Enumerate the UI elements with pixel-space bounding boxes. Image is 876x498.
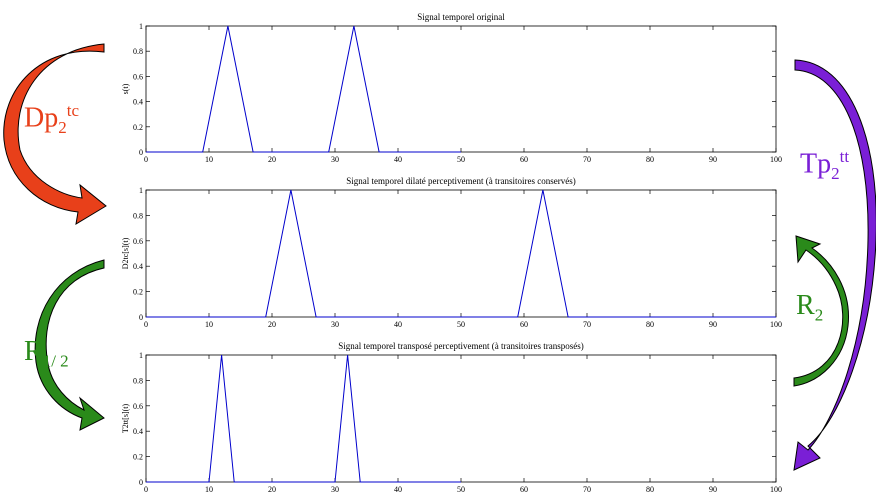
x-tick-label: 40 (394, 155, 402, 164)
dp-label-base: Dp (24, 102, 59, 134)
tp-label-base: Tp (800, 148, 832, 180)
x-tick-label: 20 (268, 320, 276, 329)
y-tick-label: 1 (139, 22, 143, 31)
x-tick-label: 90 (709, 485, 717, 494)
tp-transform-label: Tp2tt (800, 148, 849, 182)
y-tick-label: 0.8 (133, 376, 143, 385)
chart-title: Signal temporel transposé perceptivement… (338, 341, 583, 351)
r2-label-base: R (796, 290, 815, 321)
y-tick-label: 0 (139, 148, 143, 157)
y-tick-label: 0.8 (133, 47, 143, 56)
x-tick-label: 100 (770, 485, 782, 494)
y-tick-label: 0 (139, 313, 143, 322)
x-tick-label: 70 (583, 155, 591, 164)
chart-title: Signal temporel dilaté perceptivement (à… (346, 176, 575, 186)
tp-label-sup: tt (839, 147, 850, 166)
r2-label-sub: 2 (814, 305, 824, 325)
dp-label-sup: tc (66, 101, 80, 120)
x-tick-label: 60 (520, 155, 528, 164)
r12-transform-label: R1/ 2 (24, 338, 69, 370)
x-tick-label: 50 (457, 485, 465, 494)
y-tick-label: 0.4 (133, 427, 143, 436)
plot-frame (145, 189, 777, 318)
r12-label-base: R (24, 336, 43, 367)
y-tick-label: 0.2 (133, 123, 143, 132)
curved-arrow-icon (3, 43, 107, 225)
x-tick-label: 100 (770, 155, 782, 164)
y-tick-label: 0.8 (133, 211, 143, 220)
r12-label-sub: 1/ 2 (42, 351, 69, 371)
series-line (146, 25, 461, 153)
curved-arrow-icon (793, 59, 876, 471)
x-tick-label: 10 (205, 320, 213, 329)
y-tick-label: 0.6 (133, 402, 143, 411)
y-axis-label: T2tt[s](t) (121, 404, 130, 434)
x-tick-label: 10 (205, 155, 213, 164)
x-tick-label: 30 (331, 320, 339, 329)
x-tick-label: 30 (331, 485, 339, 494)
x-tick-label: 0 (144, 155, 148, 164)
x-tick-label: 0 (144, 485, 148, 494)
r2-transform-label: R2 (796, 292, 823, 324)
x-tick-label: 50 (457, 155, 465, 164)
x-tick-label: 20 (268, 485, 276, 494)
x-tick-label: 90 (709, 320, 717, 329)
x-tick-label: 0 (144, 320, 148, 329)
dp-transform-label: Dp2tc (24, 102, 79, 136)
series-line (146, 189, 776, 318)
x-tick-label: 50 (457, 320, 465, 329)
chart-panel-3: Signal temporel transposé perceptivement… (121, 341, 782, 494)
y-axis-label: D2tc[s](t) (121, 237, 130, 269)
chart-title: Signal temporel original (417, 12, 505, 22)
x-tick-label: 40 (394, 485, 402, 494)
x-tick-label: 10 (205, 485, 213, 494)
y-tick-label: 0.4 (133, 262, 143, 271)
y-tick-label: 0.2 (133, 288, 143, 297)
chart-panel-2: Signal temporel dilaté perceptivement (à… (121, 176, 782, 329)
curved-arrow-icon (793, 235, 850, 387)
x-tick-label: 100 (770, 320, 782, 329)
x-tick-label: 30 (331, 155, 339, 164)
y-tick-label: 0.4 (133, 98, 143, 107)
x-tick-label: 90 (709, 155, 717, 164)
y-tick-label: 0 (139, 478, 143, 487)
x-tick-label: 20 (268, 155, 276, 164)
y-axis-label: s(t) (121, 83, 130, 94)
x-tick-label: 60 (520, 485, 528, 494)
x-tick-label: 70 (583, 320, 591, 329)
curved-arrow-icon (34, 259, 105, 431)
y-tick-label: 0.2 (133, 453, 143, 462)
x-tick-label: 40 (394, 320, 402, 329)
dp-label-sub: 2 (58, 117, 67, 137)
tp-label-sub: 2 (831, 163, 840, 183)
x-tick-label: 80 (646, 485, 654, 494)
series-line (146, 354, 461, 483)
y-tick-label: 1 (139, 351, 143, 360)
y-tick-label: 0.6 (133, 72, 143, 81)
plot-frame (145, 354, 777, 483)
x-tick-label: 80 (646, 155, 654, 164)
x-tick-label: 60 (520, 320, 528, 329)
x-tick-label: 70 (583, 485, 591, 494)
y-tick-label: 1 (139, 186, 143, 195)
y-tick-label: 0.6 (133, 237, 143, 246)
x-tick-label: 80 (646, 320, 654, 329)
